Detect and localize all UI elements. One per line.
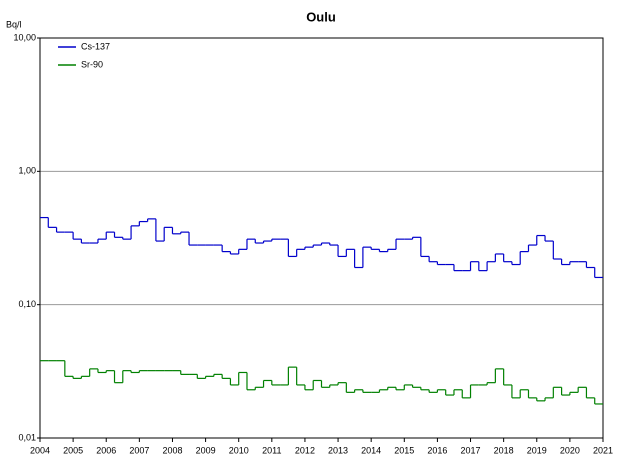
x-tick-label: 2018: [494, 445, 514, 455]
x-tick-label: 2019: [527, 445, 547, 455]
x-tick-label: 2009: [196, 445, 216, 455]
x-tick-label: 2013: [328, 445, 348, 455]
chart-title: Oulu: [306, 9, 336, 24]
x-tick-label: 2010: [229, 445, 249, 455]
y-axis-label: Bq/l: [6, 19, 22, 29]
x-tick-label: 2004: [30, 445, 50, 455]
x-tick-label: 2017: [461, 445, 481, 455]
y-tick-label: 10,00: [13, 32, 36, 42]
x-tick-label: 2012: [295, 445, 315, 455]
legend-label: Sr-90: [81, 59, 103, 69]
y-tick-label: 0,01: [18, 432, 36, 442]
x-tick-label: 2006: [96, 445, 116, 455]
plot-frame: [39, 37, 604, 439]
x-tick-label: 2008: [162, 445, 182, 455]
y-tick-label: 0,10: [18, 299, 36, 309]
x-tick-label: 2015: [394, 445, 414, 455]
x-tick-label: 2007: [129, 445, 149, 455]
x-tick-label: 2016: [427, 445, 447, 455]
x-tick-label: 2005: [63, 445, 83, 455]
x-tick-label: 2011: [262, 445, 281, 455]
x-tick-label: 2020: [560, 445, 580, 455]
x-tick-label: 2021: [593, 445, 613, 455]
y-tick-label: 1,00: [18, 166, 36, 176]
legend-label: Cs-137: [81, 41, 110, 51]
x-tick-label: 2014: [361, 445, 381, 455]
